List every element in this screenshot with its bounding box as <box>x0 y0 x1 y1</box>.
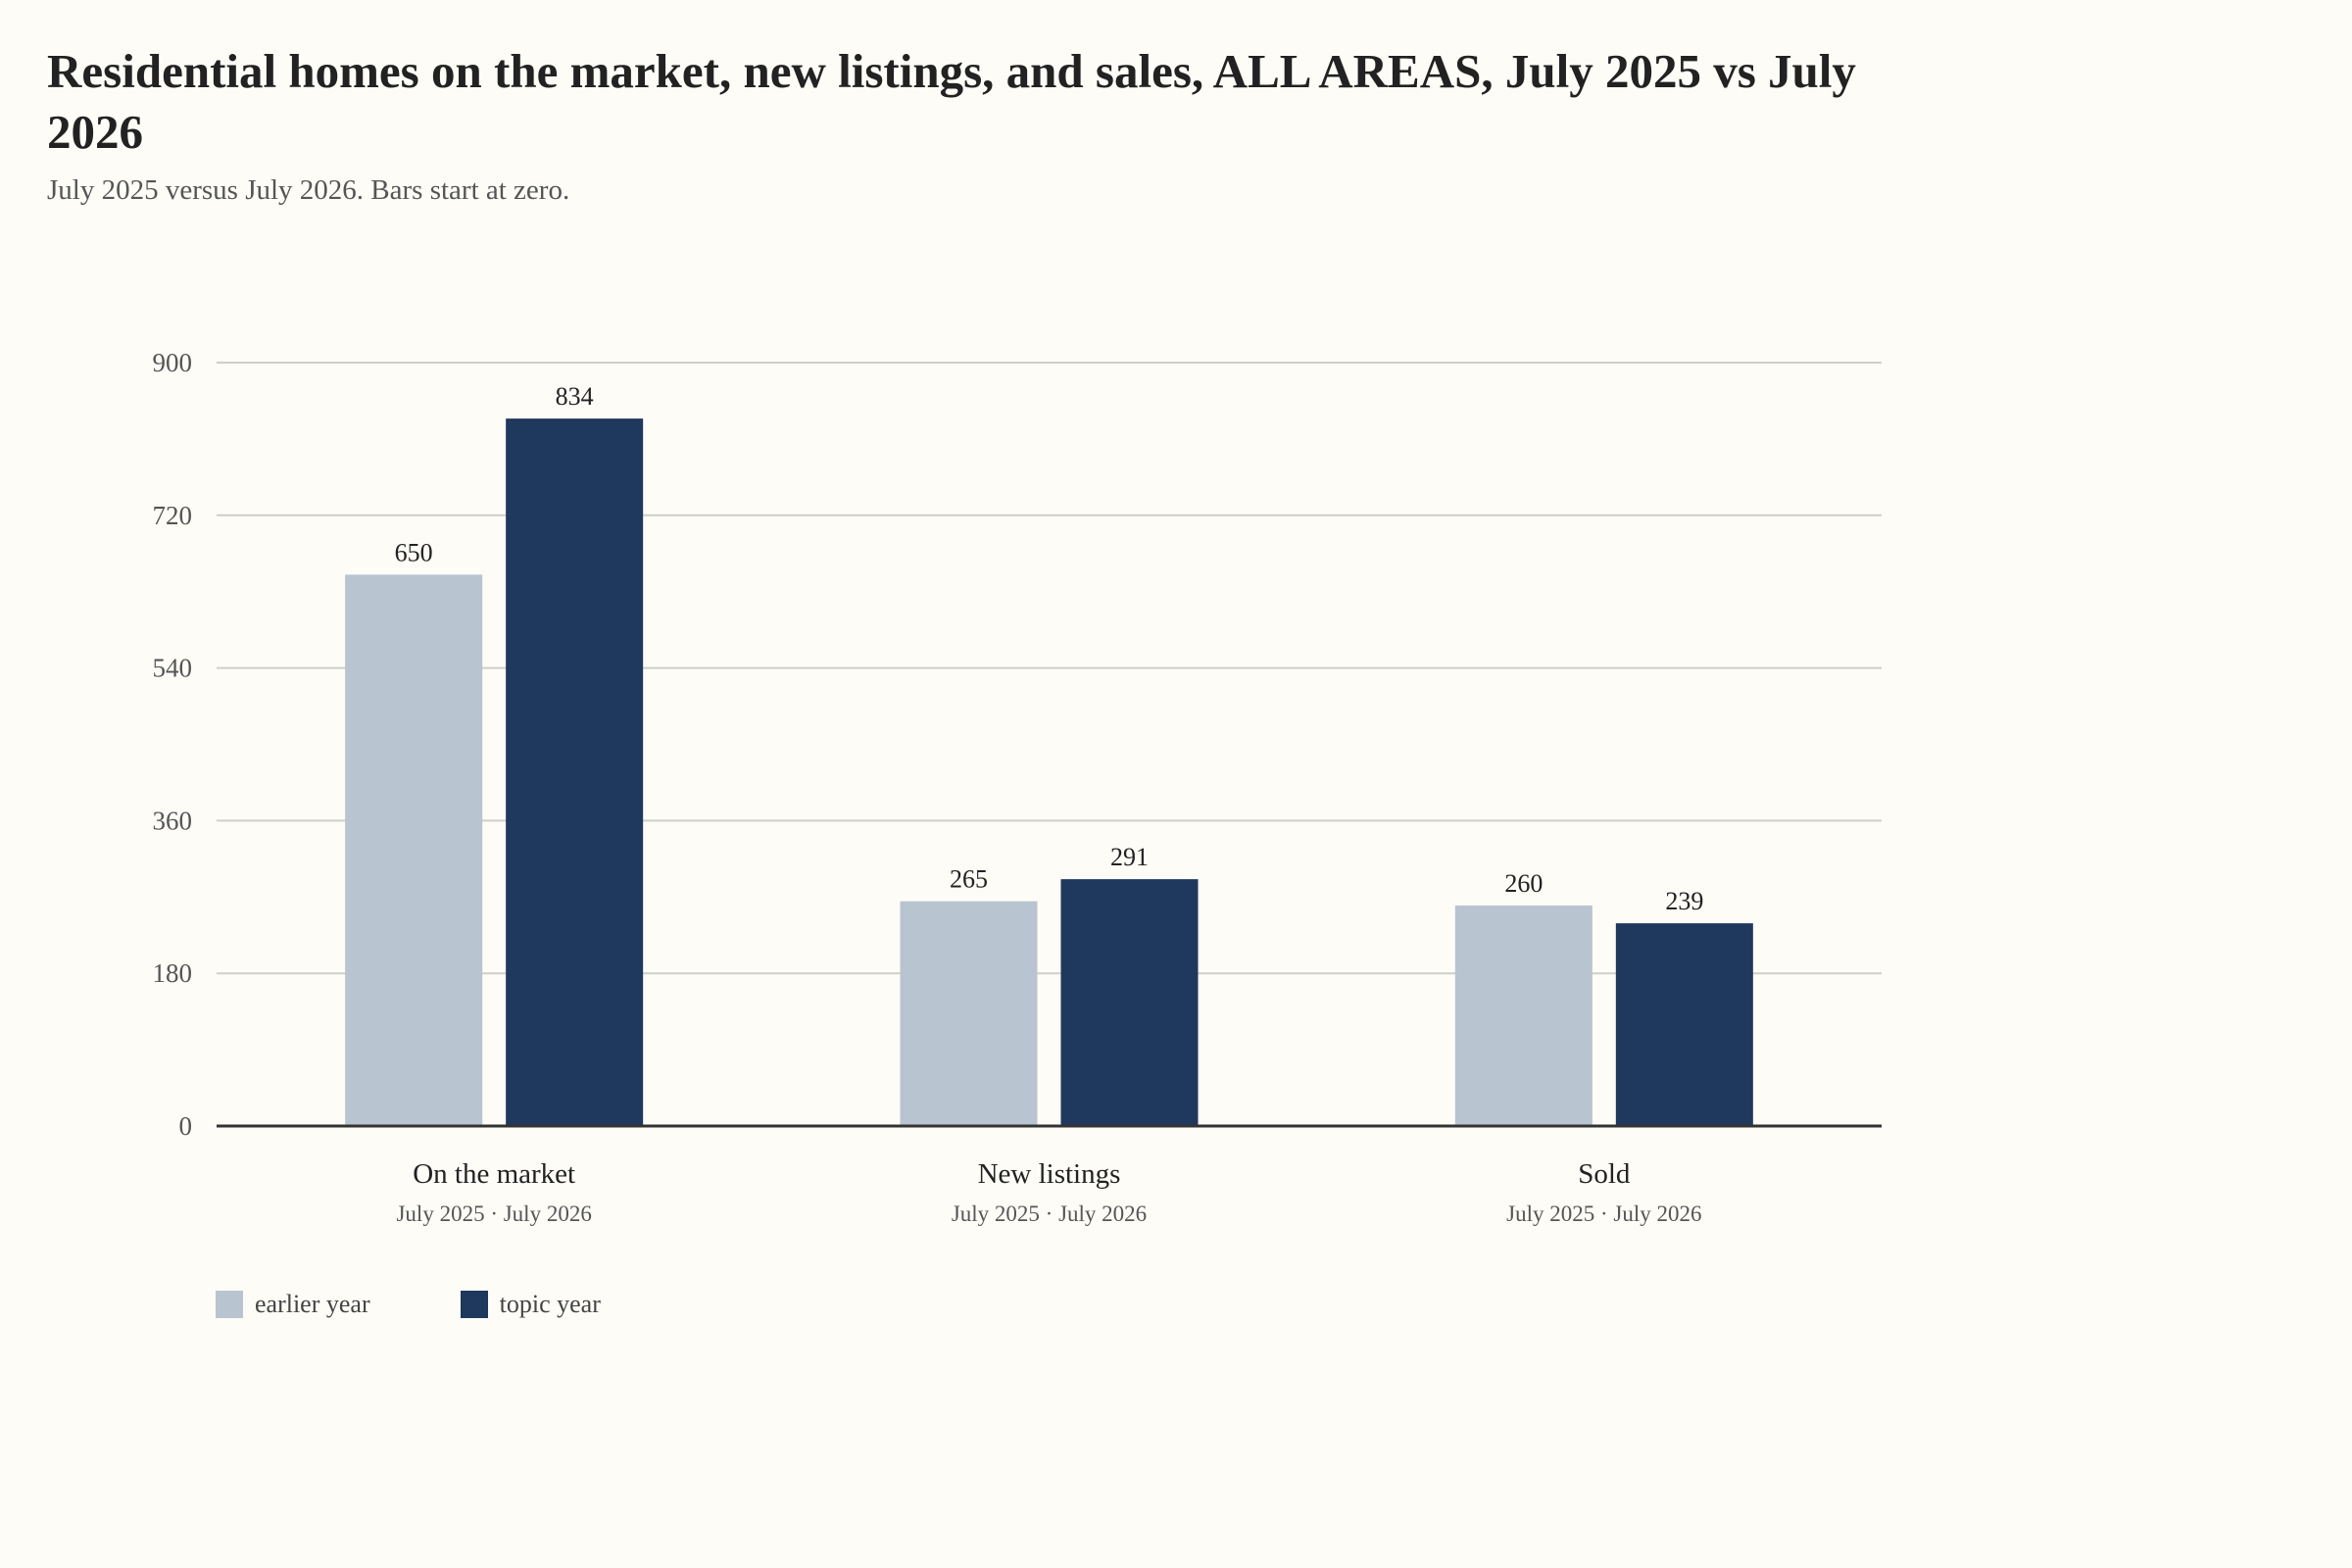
bar-value-label: 650 <box>395 538 433 566</box>
bar <box>1615 923 1753 1126</box>
legend-item-topic-year: topic year <box>460 1290 601 1319</box>
y-tick-label: 360 <box>153 806 193 835</box>
y-tick-label: 540 <box>153 654 193 683</box>
chart-legend: earlier year topic year <box>216 1290 691 1319</box>
bar <box>1454 905 1592 1126</box>
legend-swatch-topic-year <box>460 1291 488 1318</box>
chart-subtitle: July 2025 versus July 2026. Bars start a… <box>47 174 570 206</box>
legend-swatch-earlier-year <box>216 1291 243 1318</box>
bar <box>1060 879 1199 1126</box>
x-category-label: Sold <box>1578 1158 1631 1190</box>
y-tick-label: 720 <box>153 501 193 530</box>
bar <box>345 574 483 1126</box>
x-category-sublabel: July 2025 · July 2026 <box>396 1201 591 1226</box>
y-tick-label: 0 <box>179 1111 193 1141</box>
chart-title: Residential homes on the market, new lis… <box>47 44 1856 159</box>
x-category-sublabel: July 2025 · July 2026 <box>952 1201 1147 1226</box>
bar-value-label: 291 <box>1110 843 1149 871</box>
bar-value-label: 265 <box>950 865 988 894</box>
x-category-sublabel: July 2025 · July 2026 <box>1506 1201 1701 1226</box>
y-tick-label: 180 <box>153 958 193 988</box>
bar <box>506 418 644 1126</box>
y-tick-label: 900 <box>153 348 193 377</box>
bar <box>900 901 1038 1126</box>
legend-label-earlier-year: earlier year <box>255 1290 370 1318</box>
bar-value-label: 239 <box>1665 887 1703 915</box>
x-category-label: On the market <box>413 1158 575 1190</box>
legend-item-earlier-year: earlier year <box>216 1290 370 1319</box>
bar-value-label: 834 <box>556 382 594 411</box>
bar-value-label: 260 <box>1504 869 1543 898</box>
legend-label-topic-year: topic year <box>499 1290 601 1318</box>
x-category-label: New listings <box>978 1158 1121 1190</box>
